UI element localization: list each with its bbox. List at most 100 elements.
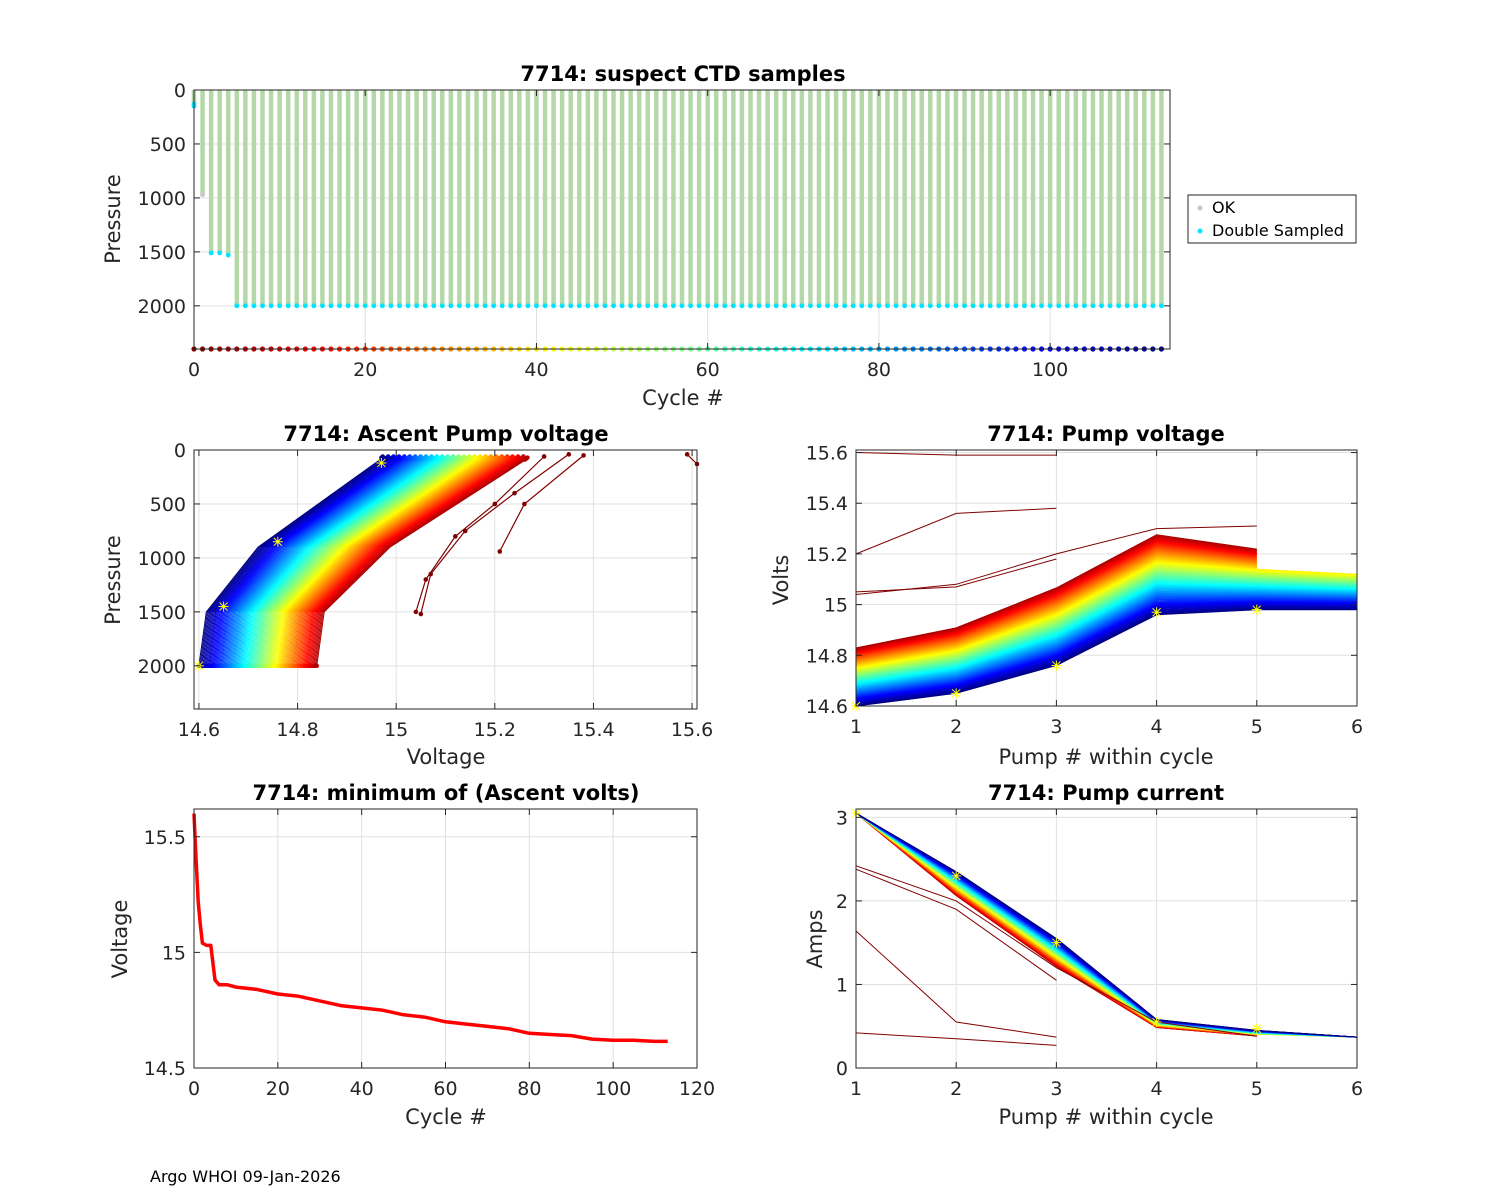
suspect-bottom-point-44 — [568, 303, 574, 309]
suspect-bottom-point-101 — [1056, 303, 1062, 309]
pumpv-line-72 — [855, 583, 1358, 685]
ascent-profile-64 — [251, 458, 448, 666]
suspect-bottom-point-7 — [251, 303, 257, 309]
suspect-bottom-point-28 — [431, 303, 437, 309]
pumpv-early-line-1 — [855, 507, 1057, 555]
pumpv-line-65 — [855, 578, 1358, 681]
pumpv-line-24 — [855, 548, 1257, 659]
pumpv-line-55 — [855, 571, 1358, 676]
pumpc-ytick-3: 3 — [836, 807, 848, 829]
suspect-bottom-point-91 — [970, 303, 976, 309]
ascent-profile-56 — [260, 458, 459, 666]
suspect-bottom-point-76 — [842, 303, 848, 309]
pumpv-marker-2 — [1051, 660, 1062, 671]
ascent-profile-98 — [214, 458, 402, 666]
pumpv-line-83 — [855, 591, 1358, 691]
pumpv-ytick-3: 15.2 — [806, 544, 848, 566]
suspect-axes-box — [193, 89, 1171, 350]
suspect-bottom-point-31 — [457, 303, 462, 309]
suspect-bottom-point-95 — [1004, 303, 1010, 309]
pumpv-plot — [851, 449, 1358, 711]
suspect-bottom-point-12 — [294, 303, 300, 309]
suspect-bottom-point-41 — [542, 303, 548, 309]
pumpv-line-37 — [855, 557, 1257, 666]
pumpv-line-8 — [855, 536, 1257, 650]
ascent-early-point-2-0 — [497, 549, 503, 554]
suspect-bottom-point-80 — [876, 303, 882, 309]
pumpv-line-27 — [855, 550, 1257, 661]
ascent-profile-39 — [279, 458, 482, 666]
ascent-title: 7714: Ascent Pump voltage — [283, 422, 608, 446]
suspect-bottom-point-42 — [551, 303, 556, 309]
pumpc-xtick-labels: 1 2 3 4 5 6 — [850, 1078, 1363, 1100]
ascent-profile-37 — [281, 458, 485, 666]
ascent-profile-10 — [310, 458, 521, 666]
suspect-bottom-point-19 — [354, 303, 360, 309]
pumpv-line-23 — [855, 547, 1257, 658]
ascent-profile-97 — [215, 458, 404, 666]
pumpv-line-15 — [855, 541, 1257, 654]
suspect-bottom-point-112 — [1150, 303, 1156, 309]
suspect-xtick-3: 60 — [696, 359, 720, 381]
pumpv-line-92 — [855, 597, 1358, 696]
suspect-bottom-point-67 — [765, 303, 771, 309]
minv-xlabel: Cycle # — [405, 1105, 487, 1129]
ascent-profile-15 — [305, 458, 515, 666]
ascent-ylabel: Pressure — [101, 535, 125, 625]
ascent-xtick-0: 14.6 — [178, 719, 220, 741]
ascent-profile-49 — [268, 458, 469, 666]
pumpv-line-75 — [855, 586, 1358, 686]
pumpv-line-35 — [855, 556, 1257, 665]
legend-box — [1187, 194, 1357, 244]
ascent-profile-22 — [297, 458, 505, 666]
ascent-marker-1 — [218, 601, 229, 612]
pumpc-ytick-2: 2 — [836, 891, 848, 913]
suspect-bottom-point-64 — [739, 303, 745, 309]
ascent-profile-43 — [274, 458, 477, 666]
pumpv-line-9 — [855, 537, 1257, 651]
ascent-profile-48 — [269, 458, 470, 666]
ascent-profile-89 — [224, 458, 415, 666]
suspect-bottom-point-35 — [491, 303, 497, 309]
ascent-profile-50 — [267, 458, 467, 666]
ascent-axes — [193, 449, 698, 710]
suspect-bottom-point-26 — [414, 303, 419, 309]
suspect-bottom-point-65 — [748, 303, 753, 309]
suspect-bottom-point-2 — [208, 250, 214, 256]
suspect-bottom-point-54 — [653, 303, 659, 309]
legend: OK Double Sampled — [1187, 194, 1357, 244]
minv-xtick-4: 80 — [517, 1078, 541, 1100]
ascent-profile-32 — [286, 458, 492, 666]
suspect-bottom-point-13 — [302, 303, 308, 309]
ascent-ytick-2: 1000 — [138, 548, 186, 570]
ascent-profile-53 — [263, 458, 463, 666]
suspect-bottom-point-108 — [1116, 303, 1122, 309]
pumpc-early-line-1 — [855, 868, 1057, 981]
ascent-early-point-1-4 — [566, 452, 572, 457]
ascent-profile-12 — [308, 458, 519, 666]
suspect-bottom-point-58 — [688, 303, 693, 309]
suspect-axes — [193, 89, 1171, 350]
suspect-ytick-2: 1000 — [138, 188, 186, 210]
suspect-bottom-point-99 — [1039, 303, 1044, 309]
suspect-xtick-4: 80 — [867, 359, 891, 381]
pumpv-line-100 — [855, 601, 1358, 700]
pumpv-marker-4 — [1251, 604, 1262, 615]
ascent-profile-88 — [225, 458, 416, 666]
suspect-bottom-point-48 — [602, 303, 608, 309]
pumpv-line-50 — [855, 567, 1358, 673]
pumpv-line-70 — [855, 582, 1358, 684]
pumpv-line-26 — [855, 549, 1257, 660]
ascent-profile-26 — [293, 458, 500, 666]
pumpv-title: 7714: Pump voltage — [987, 422, 1225, 446]
pumpv-xtick-5: 6 — [1351, 716, 1363, 738]
ascent-early-point-3-0 — [684, 452, 690, 457]
ascent-profile-51 — [266, 458, 466, 666]
ascent-profile-107 — [205, 458, 390, 666]
suspect-bottom-point-81 — [885, 303, 890, 309]
footer-text: Argo WHOI 09-Jan-2026 — [150, 1167, 341, 1186]
pumpv-line-52 — [855, 569, 1358, 674]
suspect-xtick-0: 0 — [188, 359, 200, 381]
pumpc-xtick-2: 3 — [1050, 1078, 1062, 1100]
ascent-profile-29 — [290, 458, 496, 666]
